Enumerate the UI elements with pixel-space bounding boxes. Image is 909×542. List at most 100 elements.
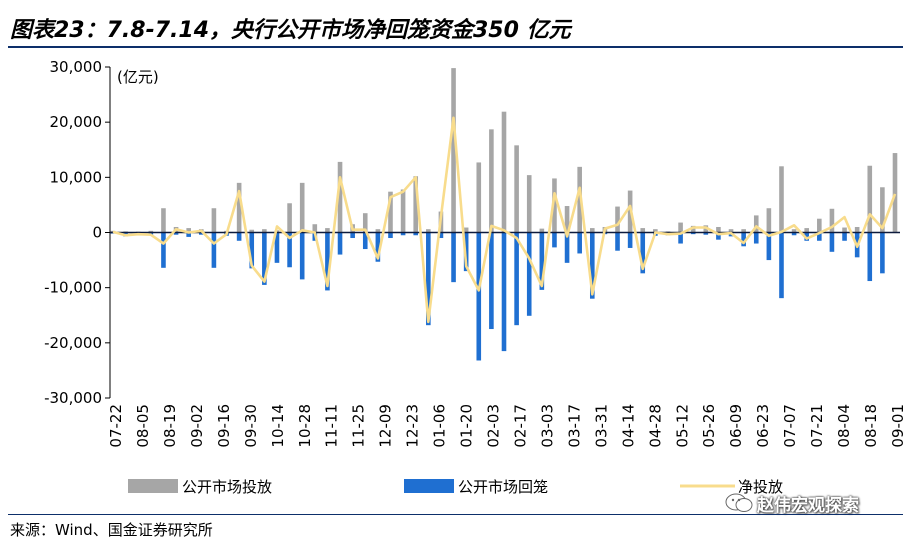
- bar-withdrawal: [703, 232, 709, 235]
- x-tick-label: 07-21: [808, 404, 826, 448]
- x-tick-label: 06-23: [754, 404, 772, 448]
- bar-withdrawal: [526, 232, 532, 316]
- bar-injection: [413, 176, 419, 233]
- bar-injection: [817, 218, 822, 233]
- bar-withdrawal: [186, 232, 191, 237]
- x-tick-label: 03-31: [592, 404, 610, 448]
- y-tick-label: 20,000: [50, 113, 103, 131]
- x-tick-label: 08-19: [161, 404, 179, 448]
- bar-withdrawal: [640, 232, 646, 274]
- bar-injection: [526, 175, 532, 233]
- bar-withdrawal: [514, 232, 519, 326]
- bar-withdrawal: [627, 232, 633, 248]
- bar-withdrawal: [400, 232, 406, 236]
- x-tick-label: 08-04: [835, 404, 853, 448]
- bar-injection: [463, 227, 469, 233]
- bar-injection: [426, 229, 431, 233]
- x-tick-label: 12-09: [377, 404, 395, 448]
- bar-withdrawal: [337, 232, 343, 255]
- bar-injection: [678, 222, 683, 233]
- bar-withdrawal: [804, 232, 810, 241]
- bar-withdrawal: [287, 232, 292, 268]
- bar-injection: [589, 228, 595, 233]
- bar-withdrawal: [198, 232, 204, 235]
- bar-withdrawal: [451, 232, 456, 283]
- x-tick-label: 07-22: [107, 404, 125, 448]
- bar-withdrawal: [539, 232, 545, 290]
- bar-injection: [880, 187, 885, 233]
- bar-injection: [451, 68, 456, 233]
- bar-injection: [829, 208, 835, 233]
- bar-withdrawal: [161, 232, 166, 268]
- bar-withdrawal: [842, 232, 847, 241]
- bar-withdrawal: [829, 232, 835, 252]
- x-tick-label: 11-25: [350, 404, 368, 448]
- bar-withdrawal: [489, 232, 494, 330]
- bar-injection: [653, 229, 658, 233]
- y-tick-label: -20,000: [44, 334, 102, 352]
- bar-withdrawal: [211, 232, 217, 268]
- bar-withdrawal: [388, 232, 393, 239]
- source-note: 来源：Wind、国金证券研究所: [10, 521, 213, 539]
- x-tick-label: 11-11: [323, 404, 341, 448]
- bar-withdrawal: [564, 232, 570, 263]
- legend-label-withdrawal: 公开市场回笼: [458, 478, 548, 496]
- bar-injection: [375, 229, 381, 233]
- bar-withdrawal: [690, 232, 696, 235]
- bar-injection: [766, 208, 772, 233]
- bar-withdrawal: [678, 232, 683, 244]
- legend-swatch-injection: [128, 479, 178, 493]
- bar-withdrawal: [426, 232, 431, 326]
- bar-injection: [716, 226, 721, 233]
- x-tick-label: 03-03: [538, 404, 556, 448]
- bar-withdrawal: [262, 232, 267, 285]
- bar-injection: [741, 229, 746, 233]
- bar-injection: [362, 213, 368, 233]
- bar-withdrawal: [779, 232, 784, 299]
- watermark: 赵伟宏观探索: [725, 491, 859, 516]
- bar-withdrawal: [413, 232, 419, 236]
- x-tick-label: 05-26: [700, 404, 718, 448]
- bar-withdrawal: [817, 232, 822, 241]
- title-bar: 图表23：7.8-7.14，央行公开市场净回笼资金350 亿元: [8, 6, 903, 48]
- bar-injection: [287, 203, 292, 233]
- bar-injection: [791, 229, 797, 233]
- bar-injection: [501, 111, 507, 233]
- bar-injection: [337, 161, 343, 233]
- x-tick-label: 03-17: [565, 404, 583, 448]
- y-tick-label: -30,000: [44, 389, 102, 407]
- bar-injection: [577, 166, 582, 233]
- bar-withdrawal: [766, 232, 772, 261]
- bar-withdrawal: [501, 232, 507, 352]
- x-tick-label: 01-06: [431, 404, 449, 448]
- bar-withdrawal: [867, 232, 873, 282]
- bar-injection: [312, 224, 318, 233]
- bar-injection: [236, 182, 242, 233]
- bar-withdrawal: [791, 232, 797, 236]
- bar-injection: [690, 225, 696, 233]
- bar-injection: [186, 228, 191, 233]
- x-tick-label: 06-09: [727, 404, 745, 448]
- x-tick-label: 04-28: [646, 404, 664, 448]
- bar-withdrawal: [173, 232, 179, 235]
- bar-injection: [640, 228, 646, 233]
- y-tick-label: 30,000: [50, 58, 103, 76]
- watermark-text: 赵伟宏观探索: [757, 495, 859, 516]
- bar-injection: [854, 226, 860, 233]
- x-tick-label: 08-18: [862, 404, 880, 448]
- x-tick-label: 09-01: [889, 404, 907, 448]
- bar-injection: [400, 189, 406, 233]
- x-tick-label: 04-14: [619, 404, 637, 448]
- x-tick-label: 09-30: [242, 404, 260, 448]
- y-tick-label: 0: [92, 224, 102, 242]
- bar-withdrawal: [589, 232, 595, 299]
- y-tick-label: 10,000: [50, 168, 103, 186]
- bar-withdrawal: [716, 232, 721, 240]
- source-divider: [8, 514, 903, 515]
- bar-withdrawal: [249, 232, 255, 269]
- bar-injection: [728, 229, 734, 233]
- x-tick-label: 09-02: [188, 404, 206, 448]
- x-tick-label: 01-20: [458, 404, 476, 448]
- bar-injection: [842, 227, 847, 233]
